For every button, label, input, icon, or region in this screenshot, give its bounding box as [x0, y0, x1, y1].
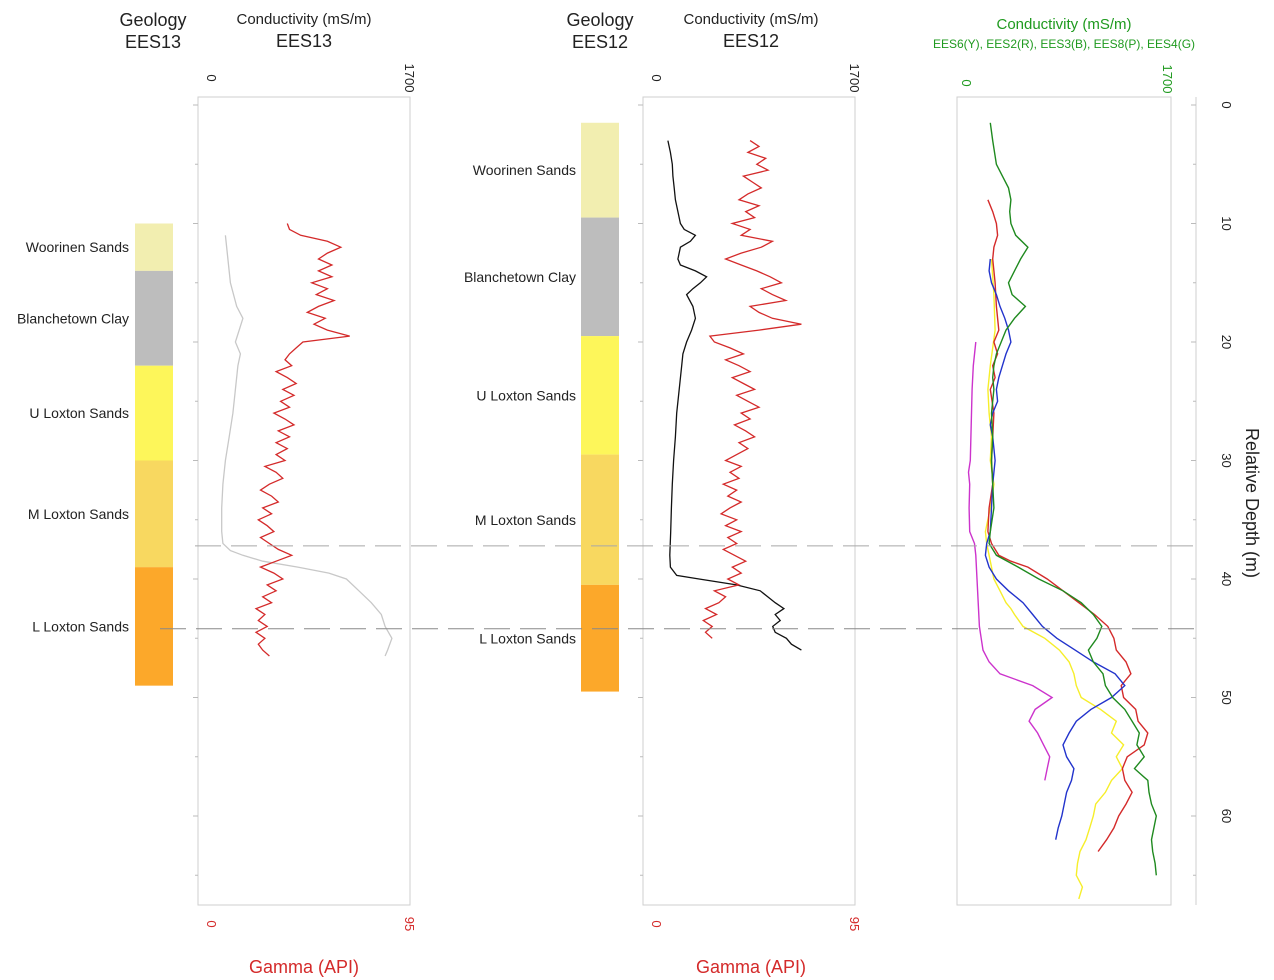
conductivity-title-ees13: Conductivity (mS/m) [236, 11, 371, 28]
geology-layer-l-loxton-sands [135, 567, 173, 686]
conductivity-line-ees8 [967, 341, 1054, 781]
depth-tick-labels: 0 10 20 30 40 50 60 [1219, 101, 1234, 823]
geology-layer-woorinen-sands [581, 122, 619, 218]
depth-ticks-ees12 [638, 104, 643, 876]
depth-tick-label: 20 [1219, 335, 1234, 349]
geology-title-ees12: Geology [566, 10, 633, 30]
geology-layer-label: Blanchetown Clay [464, 269, 576, 285]
depth-tick-label: 50 [1219, 690, 1234, 704]
geology-layer-label: Blanchetown Clay [17, 310, 129, 326]
geology-layer-m-loxton-sands [135, 460, 173, 568]
gamma-line-ees13 [254, 223, 350, 657]
gamma-axis-label-ees13: Gamma (API) [249, 957, 359, 977]
gamma-max-label-ees12: 95 [847, 917, 862, 931]
conductivity-well-ees12: EES12 [723, 31, 779, 51]
geology-column-ees12: Woorinen Sands Blanchetown Clay U Loxton S… [464, 122, 619, 692]
cond-max-label-multiwell: 1700 [1160, 65, 1175, 94]
cond-min-label-ees13: 0 [204, 74, 219, 81]
cond-min-label-ees12: 0 [649, 74, 664, 81]
geology-layer-label: U Loxton Sands [29, 405, 129, 421]
geology-layer-u-loxton-sands [581, 336, 619, 455]
geology-well-ees12: EES12 [572, 32, 628, 52]
relative-depth-label: Relative Depth (m) [1242, 428, 1262, 578]
geology-layer-l-loxton-sands [581, 584, 619, 692]
conductivity-line-ees6 [984, 258, 1125, 900]
conductivity-line-ees4 [988, 122, 1158, 876]
geology-layer-woorinen-sands [135, 223, 173, 271]
gamma-min-label-ees13: 0 [204, 920, 219, 927]
conductivity-line-ees3 [984, 258, 1126, 840]
track-frame-ees13 [197, 96, 411, 906]
track-frame-multiwell [956, 96, 1172, 906]
gamma-line-ees12 [701, 140, 802, 639]
depth-tick-label: 30 [1219, 453, 1234, 467]
cond-max-label-ees12: 1700 [847, 64, 862, 93]
depth-tick-label: 10 [1219, 216, 1234, 230]
geology-layer-label: M Loxton Sands [475, 512, 576, 528]
geology-layer-blanchetown-clay [135, 270, 173, 366]
depth-tick-label: 0 [1219, 101, 1234, 108]
wells-legend-label: EES6(Y), EES2(R), EES3(B), EES8(P), EES4… [933, 37, 1195, 51]
geology-layer-label: U Loxton Sands [476, 387, 576, 403]
geology-well-ees13: EES13 [125, 32, 181, 52]
geology-layer-m-loxton-sands [581, 454, 619, 585]
geology-layer-label: Woorinen Sands [473, 162, 576, 178]
geology-layer-label: L Loxton Sands [32, 618, 129, 634]
track-frame-ees12 [642, 96, 856, 906]
conductivity-well-ees13: EES13 [276, 31, 332, 51]
conductivity-line-ees2 [987, 199, 1149, 852]
multiwell-lines [967, 122, 1158, 900]
geology-layer-label: L Loxton Sands [479, 630, 576, 646]
depth-tick-label: 60 [1219, 809, 1234, 823]
depth-ticks-multiwell [1191, 104, 1196, 876]
geology-column-ees13: Woorinen Sands Blanchetown Clay U Loxton S… [17, 223, 173, 686]
geology-layer-u-loxton-sands [135, 365, 173, 461]
geology-layer-blanchetown-clay [581, 217, 619, 337]
geology-layer-label: M Loxton Sands [28, 506, 129, 522]
conductivity-title-multiwell: Conductivity (mS/m) [996, 16, 1131, 33]
depth-tick-label: 40 [1219, 572, 1234, 586]
geology-layer-label: Woorinen Sands [26, 239, 129, 255]
conductivity-title-ees12: Conductivity (mS/m) [683, 11, 818, 28]
conductivity-line-ees12 [667, 140, 802, 651]
cond-min-label-multiwell: 0 [959, 79, 974, 86]
gamma-axis-label-ees12: Gamma (API) [696, 957, 806, 977]
gamma-max-label-ees13: 95 [402, 917, 417, 931]
depth-ticks-ees13 [193, 104, 198, 876]
gamma-min-label-ees12: 0 [649, 920, 664, 927]
geology-title-ees13: Geology [119, 10, 186, 30]
cond-max-label-ees13: 1700 [402, 64, 417, 93]
conductivity-line-ees13 [221, 235, 393, 657]
